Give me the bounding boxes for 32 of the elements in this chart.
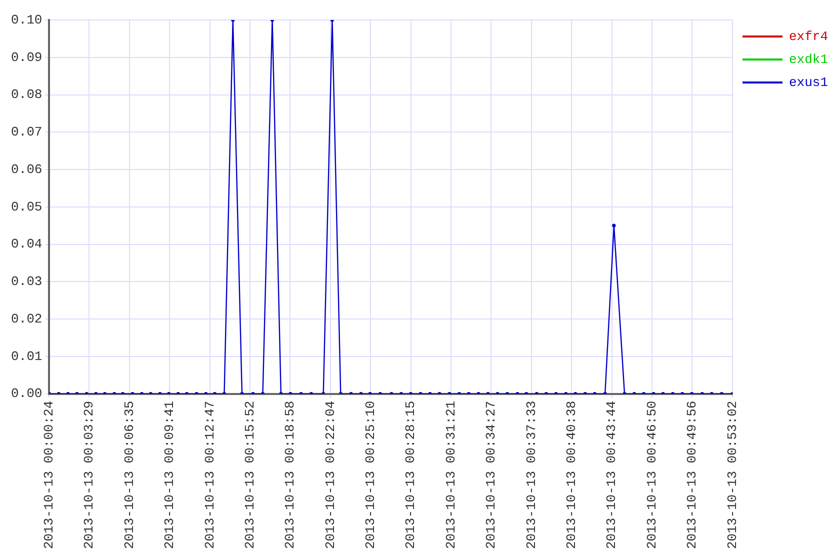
x-tick-label: 2013-10-13 00:40:38 — [564, 400, 579, 550]
y-tick-label: 0.05 — [10, 199, 42, 214]
x-tick-label: 2013-10-13 00:28:15 — [403, 400, 418, 550]
x-tick-label: 2013-10-13 00:18:58 — [282, 400, 298, 550]
y-tick-label: 0.00 — [10, 386, 42, 402]
x-tick-label: 2013-10-13 00:06:35 — [122, 400, 137, 550]
x-tick-label: 2013-10-13 00:46:50 — [644, 400, 660, 550]
x-tick-label: 2013-10-13 00:31:21 — [443, 400, 458, 550]
y-tick-label: 0.08 — [10, 87, 42, 102]
y-tick-label: 0.09 — [10, 50, 42, 65]
x-tick-label: 2013-10-13 00:37:33 — [524, 400, 539, 550]
legend-label: exus1 — [788, 74, 828, 90]
y-tick-label: 0.06 — [10, 162, 42, 177]
y-tick-label: 0.07 — [10, 124, 42, 140]
y-tick-label: 0.03 — [10, 274, 42, 290]
y-tick-label: 0.04 — [10, 236, 42, 252]
x-tick-label: 2013-10-13 00:12:47 — [202, 400, 218, 550]
legend-label: exdk1 — [788, 52, 828, 67]
x-tick-label: 2013-10-13 00:49:56 — [684, 400, 700, 550]
x-tick-label: 2013-10-13 00:22:04 — [322, 400, 338, 550]
x-tick-label: 2013-10-13 00:00:24 — [42, 400, 57, 550]
y-tick-label: 0.10 — [10, 12, 42, 28]
x-tick-label: 2013-10-13 00:09:41 — [162, 400, 178, 550]
y-tick-label: 0.02 — [10, 311, 42, 326]
y-tick-label: 0.01 — [10, 348, 42, 364]
x-tick-label: 2013-10-13 00:03:29 — [82, 400, 97, 550]
x-tick-label: 2013-10-13 00:53:02 — [724, 400, 740, 550]
x-tick-label: 2013-10-13 00:34:27 — [484, 400, 499, 550]
x-tick-label: 2013-10-13 00:43:44 — [604, 400, 620, 550]
x-tick-label: 2013-10-13 00:15:52 — [242, 400, 258, 550]
legend-label: exfr4 — [788, 28, 828, 44]
x-tick-label: 2013-10-13 00:25:10 — [363, 400, 378, 550]
